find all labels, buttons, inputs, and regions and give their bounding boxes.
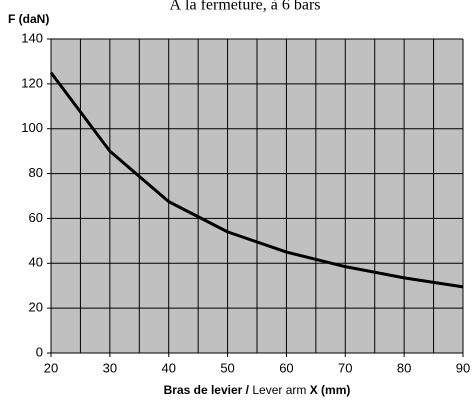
x-tick-label: 80 [397, 360, 411, 375]
y-tick-label: 40 [29, 255, 43, 270]
y-tick-label: 100 [21, 120, 43, 135]
x-tick-label: 90 [456, 360, 470, 375]
x-label-part: X (mm) [310, 383, 351, 397]
x-axis-label: Bras de levier / Lever arm X (mm) [164, 383, 351, 397]
data-line [49, 71, 464, 289]
x-tick-label: 30 [103, 360, 117, 375]
y-tick-label: 20 [29, 300, 43, 315]
y-axis-label: F (daN) [8, 12, 49, 26]
y-tick-label: 80 [29, 165, 43, 180]
y-tick-label: 60 [29, 210, 43, 225]
y-tick-label: 140 [21, 30, 43, 45]
x-tick-label: 20 [44, 360, 58, 375]
x-label-part: Lever arm [252, 383, 306, 397]
x-tick-label: 60 [279, 360, 293, 375]
x-tick-label: 70 [338, 360, 352, 375]
chart-title: À la fermeture, à 6 bars [169, 0, 320, 14]
y-tick-label: 120 [21, 75, 43, 90]
y-tick-label: 0 [36, 344, 43, 359]
x-tick-label: 40 [161, 360, 175, 375]
x-tick-label: 50 [220, 360, 234, 375]
x-label-part: Bras de levier / [164, 383, 250, 397]
